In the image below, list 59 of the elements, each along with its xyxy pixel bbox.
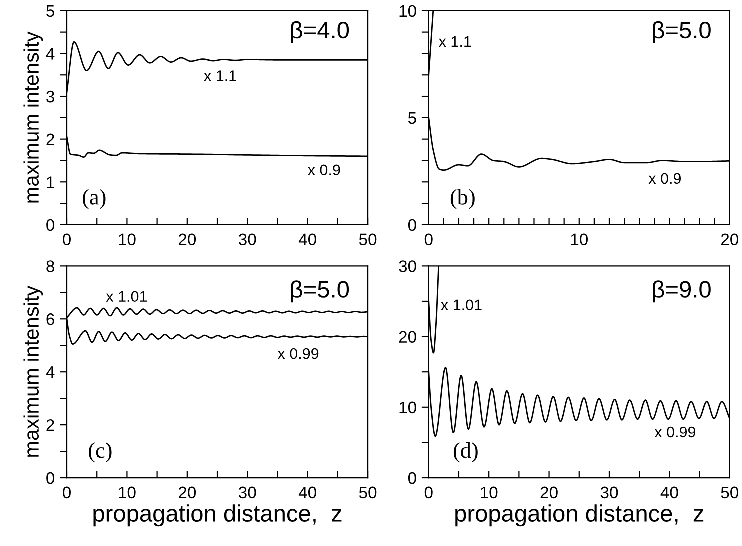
x-axis-title: propagation distance, z — [456, 504, 704, 527]
annotation: (d) — [454, 442, 478, 463]
series-label: x 1.1 — [438, 36, 472, 47]
x-tick-label: 0 — [424, 486, 433, 499]
x-tick-label: 40 — [298, 234, 316, 246]
series-label: x 0.99 — [654, 426, 696, 438]
series-label: x 1.01 — [106, 291, 148, 302]
x-tick-label: 0 — [424, 234, 433, 246]
x-tick-label: 10 — [571, 234, 588, 246]
annotation: (a) — [83, 189, 106, 210]
x-tick-label: 50 — [359, 486, 377, 499]
x-tick-label: 30 — [600, 486, 618, 499]
annotation: (b) — [450, 189, 475, 210]
y-tick-label: 30 — [399, 260, 416, 272]
y-tick-label: 8 — [46, 260, 54, 272]
series-label: x 0.9 — [308, 164, 340, 176]
y-tick-label: 3 — [46, 90, 54, 103]
y-tick-label: 10 — [400, 402, 416, 414]
x-tick-label: 0 — [63, 234, 71, 246]
x-tick-label: 0 — [63, 486, 71, 499]
y-tick-label: 5 — [46, 5, 54, 18]
y-tick-label: 20 — [399, 331, 416, 343]
y-tick-label: 4 — [46, 48, 55, 60]
x-tick-label: 10 — [119, 234, 136, 246]
annotation: β=5.0 — [653, 21, 711, 44]
x-tick-label: 20 — [178, 486, 196, 499]
x-tick-label: 30 — [238, 486, 256, 499]
series-label: x 0.9 — [648, 173, 682, 184]
series-label: x 0.99 — [278, 348, 319, 360]
y-tick-label: 0 — [46, 219, 55, 232]
x-tick-label: 20 — [178, 234, 196, 246]
y-tick-label: 1 — [47, 176, 54, 188]
x-tick-label: 40 — [298, 486, 316, 499]
x-tick-label: 20 — [721, 234, 739, 246]
x-tick-label: 50 — [359, 234, 377, 246]
annotation: β=4.0 — [291, 21, 350, 44]
annotation: β=5.0 — [291, 280, 350, 303]
x-tick-label: 20 — [540, 486, 558, 499]
y-tick-label: 10 — [400, 5, 416, 18]
y-tick-label: 6 — [46, 314, 54, 326]
y-tick-label: 4 — [46, 366, 55, 378]
series-label: x 1.1 — [204, 70, 236, 82]
annotation: (c) — [89, 442, 112, 463]
y-axis-title: maximum intensity — [24, 32, 44, 203]
y-tick-label: 5 — [408, 112, 416, 124]
y-tick-label: 2 — [46, 419, 54, 432]
x-tick-label: 50 — [721, 486, 739, 499]
y-tick-label: 0 — [46, 472, 55, 484]
y-axis-title: maximum intensity — [24, 286, 44, 457]
y-tick-label: 0 — [408, 219, 416, 232]
x-tick-label: 10 — [119, 486, 136, 499]
x-tick-label: 40 — [660, 486, 678, 499]
x-tick-label: 10 — [481, 486, 498, 499]
x-axis-title: propagation distance, z — [94, 504, 342, 527]
series-label: x 1.01 — [441, 300, 482, 311]
annotation: β=9.0 — [653, 280, 711, 303]
y-tick-label: 2 — [46, 134, 54, 146]
x-tick-label: 30 — [238, 234, 256, 246]
y-tick-label: 0 — [408, 472, 416, 484]
